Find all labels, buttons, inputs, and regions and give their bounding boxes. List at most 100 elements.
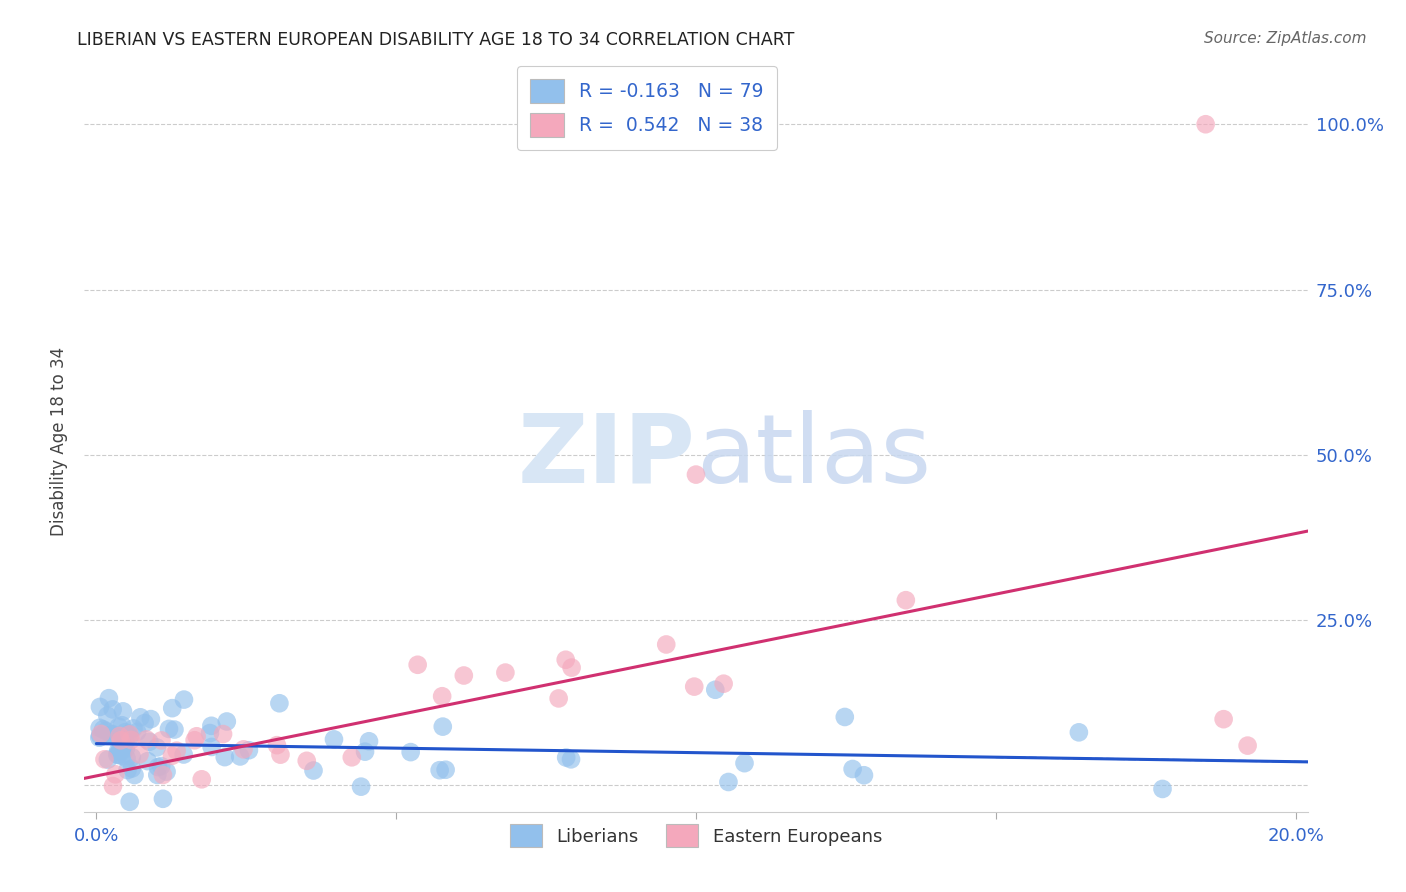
Point [269,747,291,762]
Point [90,727,112,741]
Point [121,762,143,776]
Point [429,763,451,777]
Point [150,759,173,773]
Point [107,744,129,758]
Point [655,637,678,651]
Point [166,744,188,758]
Point [150,733,173,747]
Point [105,747,128,762]
Point [1212,712,1234,726]
Point [453,668,475,682]
Point [89,731,111,745]
Point [160,748,183,763]
Point [834,710,856,724]
Y-axis label: Disability Age 18 to 34: Disability Age 18 to 34 [51,347,69,536]
Point [112,739,135,754]
Point [118,727,141,741]
Point [1152,781,1174,796]
Point [97,753,120,767]
Point [215,714,238,729]
Point [200,719,222,733]
Point [89,721,111,735]
Point [89,729,111,743]
Point [134,716,156,731]
Point [111,748,134,763]
Point [115,751,138,765]
Point [146,768,169,782]
Point [685,467,707,482]
Point [121,750,143,764]
Point [157,722,180,736]
Point [162,701,184,715]
Point [173,692,195,706]
Point [186,729,208,743]
Point [173,747,195,762]
Point [136,754,159,768]
Point [1067,725,1090,739]
Point [269,696,291,710]
Point [146,760,169,774]
Point [852,768,875,782]
Point [152,768,174,782]
Point [163,723,186,737]
Point [350,780,373,794]
Point [406,657,429,672]
Point [89,700,111,714]
Point [494,665,516,680]
Point [120,732,142,747]
Point [704,682,727,697]
Point [111,731,134,745]
Point [114,725,136,739]
Point [110,733,132,747]
Point [266,738,288,752]
Point [107,720,129,734]
Point [238,743,260,757]
Point [323,732,346,747]
Point [155,764,177,779]
Point [111,718,134,732]
Point [432,720,454,734]
Point [124,768,146,782]
Point [554,653,576,667]
Point [1195,117,1218,131]
Point [232,742,254,756]
Point [138,735,160,749]
Point [122,722,145,736]
Point [107,747,129,762]
Text: atlas: atlas [696,409,931,503]
Point [547,691,569,706]
Point [430,690,453,704]
Point [118,730,141,744]
Point [841,762,863,776]
Point [129,710,152,724]
Point [114,735,136,749]
Point [139,712,162,726]
Point [198,726,221,740]
Point [229,749,252,764]
Text: ZIP: ZIP [517,409,696,503]
Point [295,754,318,768]
Point [555,750,578,764]
Point [152,792,174,806]
Point [104,767,127,781]
Point [1236,739,1258,753]
Point [713,676,735,690]
Point [108,729,131,743]
Point [145,740,167,755]
Point [100,727,122,741]
Point [894,593,917,607]
Point [340,750,363,764]
Point [135,732,157,747]
Legend: Liberians, Eastern Europeans: Liberians, Eastern Europeans [502,817,890,855]
Text: LIBERIAN VS EASTERN EUROPEAN DISABILITY AGE 18 TO 34 CORRELATION CHART: LIBERIAN VS EASTERN EUROPEAN DISABILITY … [77,31,794,49]
Point [399,745,422,759]
Point [212,727,235,741]
Text: Source: ZipAtlas.com: Source: ZipAtlas.com [1204,31,1367,46]
Point [114,742,136,756]
Point [734,756,756,771]
Point [118,795,141,809]
Point [101,702,124,716]
Point [717,775,740,789]
Point [560,752,582,766]
Point [127,724,149,739]
